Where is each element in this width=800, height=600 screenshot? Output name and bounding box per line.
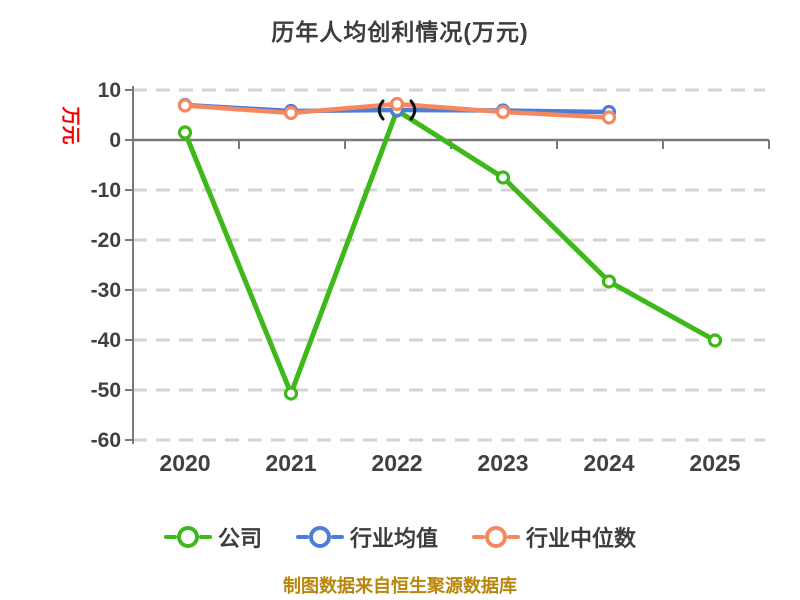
- legend-marker-industry-median-icon: [472, 526, 520, 548]
- y-tick-label: -30: [91, 279, 121, 302]
- x-tick-label: 2020: [159, 450, 210, 476]
- legend-marker-company-icon: [163, 526, 212, 548]
- data-point[interactable]: [177, 125, 193, 140]
- legend-item-industry-median[interactable]: 行业中位数: [472, 521, 636, 553]
- legend-item-company[interactable]: 公司: [163, 521, 262, 553]
- legend-label-industry-average: 行业均值: [349, 526, 438, 551]
- y-tick-label: -50: [91, 379, 121, 402]
- data-point[interactable]: [283, 386, 299, 401]
- y-tick-label: -20: [91, 229, 121, 252]
- legend-label-industry-median: 行业中位数: [526, 526, 637, 551]
- y-tick-label: 10: [98, 79, 121, 102]
- data-point[interactable]: [601, 274, 617, 289]
- annotation-paren-left: [377, 99, 385, 121]
- x-tick-label: 2023: [477, 450, 528, 476]
- data-point[interactable]: [495, 104, 511, 120]
- data-point[interactable]: [283, 105, 299, 121]
- x-tick-label: 2025: [689, 450, 740, 476]
- data-point[interactable]: [495, 170, 511, 185]
- x-tick-label: 2024: [583, 450, 634, 476]
- data-source-footer: 制图数据来自恒生聚源数据库: [283, 576, 517, 596]
- data-point[interactable]: [707, 333, 723, 348]
- legend-item-industry-average[interactable]: 行业均值: [295, 521, 438, 553]
- data-point[interactable]: [601, 110, 617, 125]
- y-tick-label: -40: [91, 329, 121, 352]
- data-point[interactable]: [389, 96, 405, 112]
- y-tick-label: -10: [91, 179, 121, 202]
- series-line-0[interactable]: [182, 108, 718, 396]
- y-tick-label: 0: [109, 129, 121, 152]
- chart-canvas: 10 0 -10 -20 -30 -40 -50 -60 2020 2021 2022 2023 202…: [91, 79, 770, 476]
- x-tick-label: 2021: [265, 450, 316, 476]
- legend: 公司 行业均值 行业中位数: [0, 521, 800, 553]
- x-tick-label: 2022: [371, 450, 422, 476]
- legend-label-company: 公司: [217, 526, 262, 551]
- legend-marker-industry-average-icon: [295, 526, 344, 548]
- y-tick-label: -60: [91, 429, 121, 452]
- data-point[interactable]: [177, 98, 193, 113]
- chart-title: 历年人均创利情况(万元): [271, 19, 529, 45]
- annotation-paren-right: [409, 99, 417, 121]
